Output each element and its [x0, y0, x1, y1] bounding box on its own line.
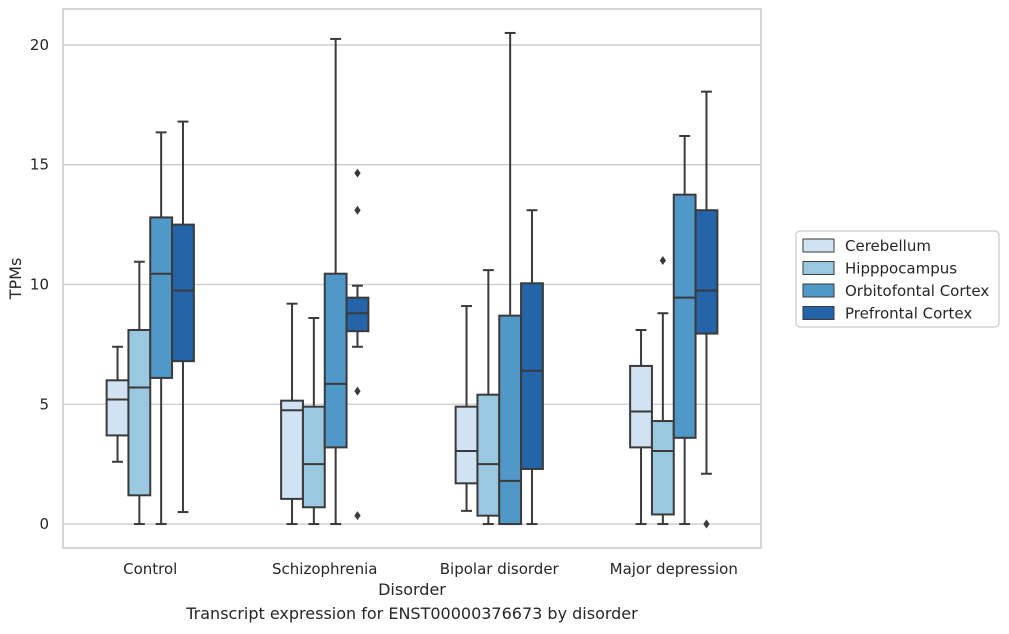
box	[454, 305, 479, 512]
iqr-box	[694, 209, 719, 335]
iqr-box	[323, 272, 348, 449]
iqr-box	[520, 282, 544, 470]
outlier-point	[354, 511, 361, 521]
x-tick-label: Bipolar disorder	[440, 560, 560, 578]
series-orbitofontal-cortex	[149, 31, 697, 526]
y-tick-label: 15	[30, 156, 49, 174]
legend-swatch	[802, 238, 835, 253]
box	[105, 345, 130, 463]
iqr-box	[280, 399, 304, 500]
y-tick-labels: 0 5 10 15 20	[30, 36, 49, 533]
x-tick-labels: Control Schizophrenia Bipolar disorder Majo…	[123, 560, 738, 578]
legend-swatch	[802, 261, 835, 275]
y-tick-label: 20	[30, 36, 49, 54]
x-tick-label: Major depression	[610, 560, 738, 578]
y-tick-label: 10	[30, 275, 49, 293]
iqr-box	[476, 393, 501, 517]
box	[301, 317, 326, 526]
legend-label: Hipppocampus	[845, 260, 957, 278]
y-axis-label: TPMs	[6, 258, 25, 301]
iqr-box	[498, 314, 523, 526]
iqr-box	[629, 364, 653, 449]
iqr-box	[345, 296, 370, 333]
iqr-box	[171, 223, 195, 363]
outlier-point	[659, 256, 666, 266]
legend-label: Prefrontal Cortex	[845, 305, 972, 323]
box	[149, 131, 174, 526]
y-tick-label: 5	[39, 395, 49, 413]
box	[498, 31, 523, 526]
series-prefrontal-cortex	[171, 90, 719, 529]
x-tick-label: Control	[123, 560, 177, 578]
box	[127, 260, 152, 526]
series-hipppocampus	[127, 256, 675, 526]
iqr-box	[127, 329, 152, 497]
iqr-box	[105, 379, 130, 437]
box	[520, 209, 544, 526]
legend-label: Cerebellum	[845, 237, 931, 255]
plot-frame	[62, 8, 762, 549]
outlier-point	[354, 168, 361, 178]
box	[650, 256, 675, 526]
box	[171, 120, 195, 514]
outlier-point	[354, 205, 361, 215]
outlier-point	[703, 519, 710, 529]
legend-swatch	[802, 306, 835, 320]
iqr-box	[454, 405, 479, 485]
box	[280, 302, 304, 526]
box	[345, 168, 370, 521]
iqr-box	[149, 216, 174, 379]
box	[694, 90, 719, 529]
legend: Cerebellum Hipppocampus Orbitofontal Corte…	[795, 230, 1000, 328]
box	[672, 134, 697, 526]
chart-caption: Transcript expression for ENST0000037667…	[186, 604, 638, 623]
box-plot-series	[105, 31, 719, 529]
y-tick-label: 0	[39, 515, 49, 533]
box	[629, 329, 653, 526]
legend-label: Orbitofontal Cortex	[845, 282, 989, 300]
box	[323, 37, 348, 526]
outlier-point	[354, 386, 361, 396]
box	[476, 269, 501, 526]
iqr-box	[301, 405, 326, 509]
iqr-box	[672, 193, 697, 439]
x-tick-label: Schizophrenia	[272, 560, 377, 578]
x-axis-label: Disorder	[378, 580, 446, 599]
legend-frame	[795, 230, 1000, 328]
legend-swatch	[802, 283, 835, 298]
iqr-box	[650, 420, 675, 516]
